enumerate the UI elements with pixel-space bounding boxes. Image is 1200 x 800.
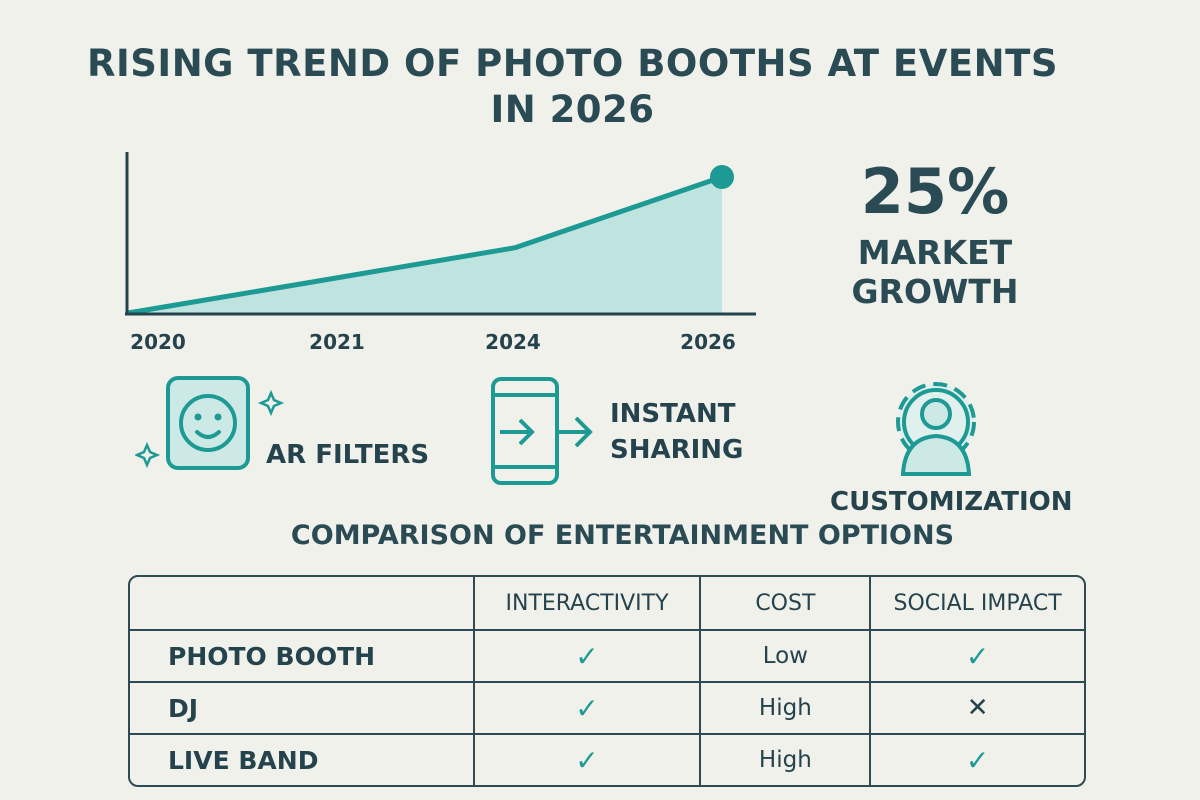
x-tick-label: 2026 — [680, 330, 736, 354]
check-icon: ✓ — [965, 743, 990, 777]
check-icon: ✓ — [474, 683, 702, 735]
x-tick-label: 2024 — [485, 330, 541, 354]
x-tick-label: 2021 — [309, 330, 365, 354]
comparison-table: INTERACTIVITY COST SOCIAL IMPACT PHOTO B… — [128, 575, 1086, 787]
row-label: PHOTO BOOTH — [130, 631, 475, 683]
check-icon: ✓ — [871, 631, 1084, 683]
gear-user-icon — [896, 382, 976, 476]
comparison-title: COMPARISON OF ENTERTAINMENT OPTIONS — [290, 520, 955, 551]
growth-label: MARKET GROWTH — [851, 233, 1019, 311]
table-row: PHOTO BOOTH ✓ Low ✓ — [130, 631, 1084, 683]
area-fill — [128, 177, 722, 313]
feature-customization: CUSTOMIZATION — [830, 487, 1073, 517]
table-row: LIVE BAND ✓ High ✓ — [130, 735, 1084, 785]
header-social-impact: SOCIAL IMPACT — [871, 577, 1084, 631]
x-tick-label: 2020 — [130, 330, 186, 354]
endpoint-marker — [710, 165, 734, 189]
feature-label-line1: INSTANT — [610, 399, 736, 429]
row-label: LIVE BAND — [130, 735, 475, 785]
title-line-2: IN 2026 — [490, 88, 655, 131]
phone-share-icon — [491, 377, 593, 485]
check-icon: ✓ — [474, 631, 702, 683]
smiley-face-icon — [135, 376, 285, 470]
feature-ar-filters: AR FILTERS — [266, 440, 430, 470]
cross-icon: ✕ — [871, 683, 1084, 735]
check-icon: ✓ — [475, 735, 702, 785]
table-row: DJ ✓ High ✕ — [130, 683, 1084, 735]
feature-label-line2: SHARING — [610, 435, 744, 465]
cost-value: High — [701, 735, 872, 785]
cost-value: Low — [701, 631, 872, 683]
title-line-1: RISING TREND OF PHOTO BOOTHS AT EVENTS — [87, 42, 1058, 85]
header-cost: COST — [701, 577, 872, 631]
table-header-row: INTERACTIVITY COST SOCIAL IMPACT — [130, 577, 1084, 631]
growth-value: 25% — [860, 155, 1010, 228]
row-label: DJ — [130, 683, 475, 735]
feature-instant-sharing: INSTANT SHARING — [610, 396, 743, 468]
header-empty — [130, 577, 475, 631]
trend-line — [127, 174, 723, 316]
cost-value: High — [701, 683, 872, 735]
header-interactivity: INTERACTIVITY — [474, 577, 702, 631]
